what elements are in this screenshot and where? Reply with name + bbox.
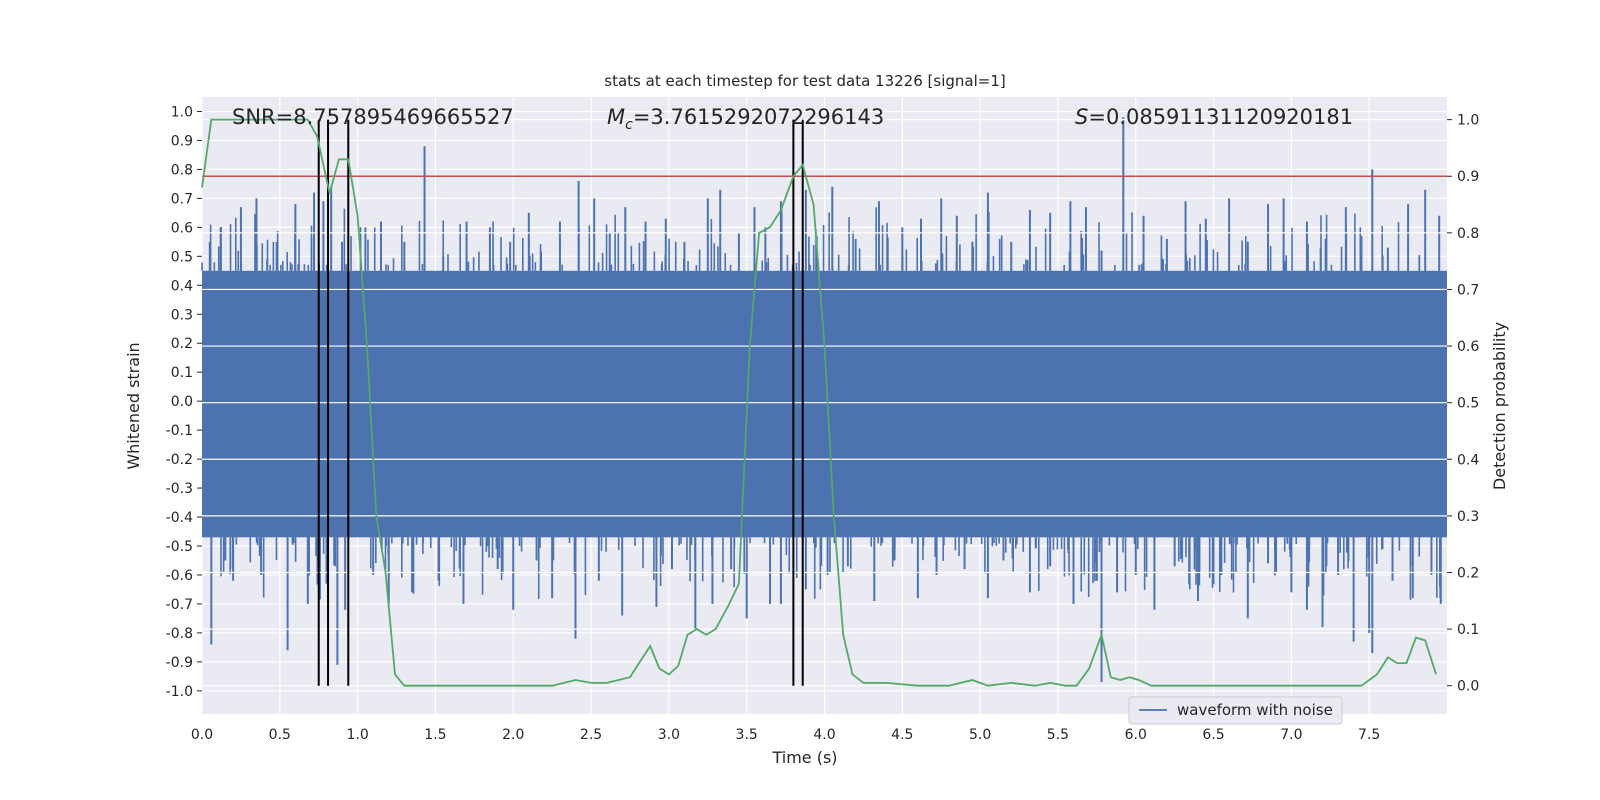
right-axis-grid: [202, 119, 1447, 687]
x-tick-label: 2.5: [580, 727, 602, 743]
x-tick-label: 3.5: [736, 727, 758, 743]
waveform-series: [201, 117, 1447, 683]
y-tick-label: 0.7: [171, 191, 193, 207]
y-tick-label: 0.1: [171, 365, 193, 381]
x-tick-label: 2.0: [502, 727, 524, 743]
y-axis-label-right: Detection probability: [1490, 322, 1509, 490]
y-tick-label: -0.7: [166, 597, 193, 613]
mc-subscript: c: [625, 117, 633, 133]
right-tick-label: 0.7: [1457, 282, 1479, 298]
y-tick-label: -0.1: [166, 423, 193, 439]
y-tick-label: 0.3: [171, 307, 193, 323]
waveform-dense-band: [202, 270, 1447, 538]
right-tick-label: 0.9: [1457, 169, 1479, 185]
y-tick-label: -1.0: [166, 684, 193, 700]
mc-value: =3.7615292072296143: [633, 105, 884, 129]
s-value: =0.08591131120920181: [1088, 105, 1353, 129]
y-tick-label: 0.8: [171, 162, 193, 178]
right-axis-ticks: 1.0 0.9 0.8 0.7 0.6 0.5 0.4 0.3 0.2 0.1 0.0: [1447, 113, 1479, 695]
right-tick-label: 0.8: [1457, 226, 1479, 242]
right-tick-label: 0.3: [1457, 509, 1479, 525]
y-tick-label: -0.5: [166, 539, 193, 555]
x-tick-label: 4.0: [813, 727, 835, 743]
x-tick-label: 6.5: [1202, 727, 1224, 743]
y-tick-label: 0.9: [171, 133, 193, 149]
y-tick-label: -0.2: [166, 452, 193, 468]
x-tick-label: 4.5: [891, 727, 913, 743]
x-tick-label: 0.5: [269, 727, 291, 743]
right-tick-label: 0.0: [1457, 679, 1479, 695]
s-annotation: S=0.08591131120920181: [1075, 105, 1353, 129]
s-symbol: S: [1075, 105, 1088, 129]
chirp-mass-annotation: Mc=3.7615292072296143: [607, 105, 884, 133]
right-tick-label: 0.1: [1457, 622, 1479, 638]
x-tick-label: 0.0: [191, 727, 213, 743]
right-tick-label: 0.5: [1457, 396, 1479, 412]
x-axis-ticks: 0.0 0.5 1.0 1.5 2.0 2.5 3.0 3.5 4.0 4.5 5.0 5.5 6.0 6…: [191, 727, 1380, 743]
legend-box: [1128, 696, 1343, 725]
snr-annotation: SNR=8.757895469665527: [232, 105, 514, 129]
x-tick-label: 1.0: [346, 727, 368, 743]
y-tick-label: 0.4: [171, 278, 193, 294]
x-tick-label: 5.0: [969, 727, 991, 743]
y-tick-label: 0.5: [171, 249, 193, 265]
y-tick-label: -0.6: [166, 568, 193, 584]
x-tick-label: 7.5: [1358, 727, 1380, 743]
y-axis-label-left: Whitened strain: [124, 342, 143, 469]
y-tick-label: 1.0: [171, 104, 193, 120]
detection-probability-line: [201, 118, 1437, 687]
probability-series: [201, 118, 1437, 687]
x-tick-label: 1.5: [424, 727, 446, 743]
right-tick-label: 0.6: [1457, 339, 1479, 355]
x-tick-label: 5.5: [1047, 727, 1069, 743]
y-tick-label: -0.3: [166, 481, 193, 497]
x-axis-label: Time (s): [771, 748, 837, 767]
chart-title: stats at each timestep for test data 132…: [604, 72, 1005, 90]
mc-symbol: M: [607, 105, 625, 129]
right-tick-label: 1.0: [1457, 113, 1479, 129]
right-tick-label: 0.2: [1457, 565, 1479, 581]
right-tick-label: 0.4: [1457, 452, 1479, 468]
x-tick-label: 6.0: [1125, 727, 1147, 743]
left-axis-ticks: 1.0 0.9 0.8 0.7 0.6 0.5 0.4 0.3 0.2 0.1 0.0 -0.1 -0.…: [166, 104, 202, 700]
vertical-markers: [317, 119, 804, 686]
legend: waveform with noise: [1128, 696, 1343, 725]
y-tick-label: 0.6: [171, 220, 193, 236]
legend-label: waveform with noise: [1177, 701, 1333, 719]
x-tick-label: 3.0: [658, 727, 680, 743]
y-tick-label: 0.2: [171, 336, 193, 352]
y-tick-label: -0.9: [166, 655, 193, 671]
y-tick-label: 0.0: [171, 394, 193, 410]
y-tick-label: -0.8: [166, 626, 193, 642]
y-tick-label: -0.4: [166, 510, 193, 526]
x-tick-label: 7.0: [1280, 727, 1302, 743]
